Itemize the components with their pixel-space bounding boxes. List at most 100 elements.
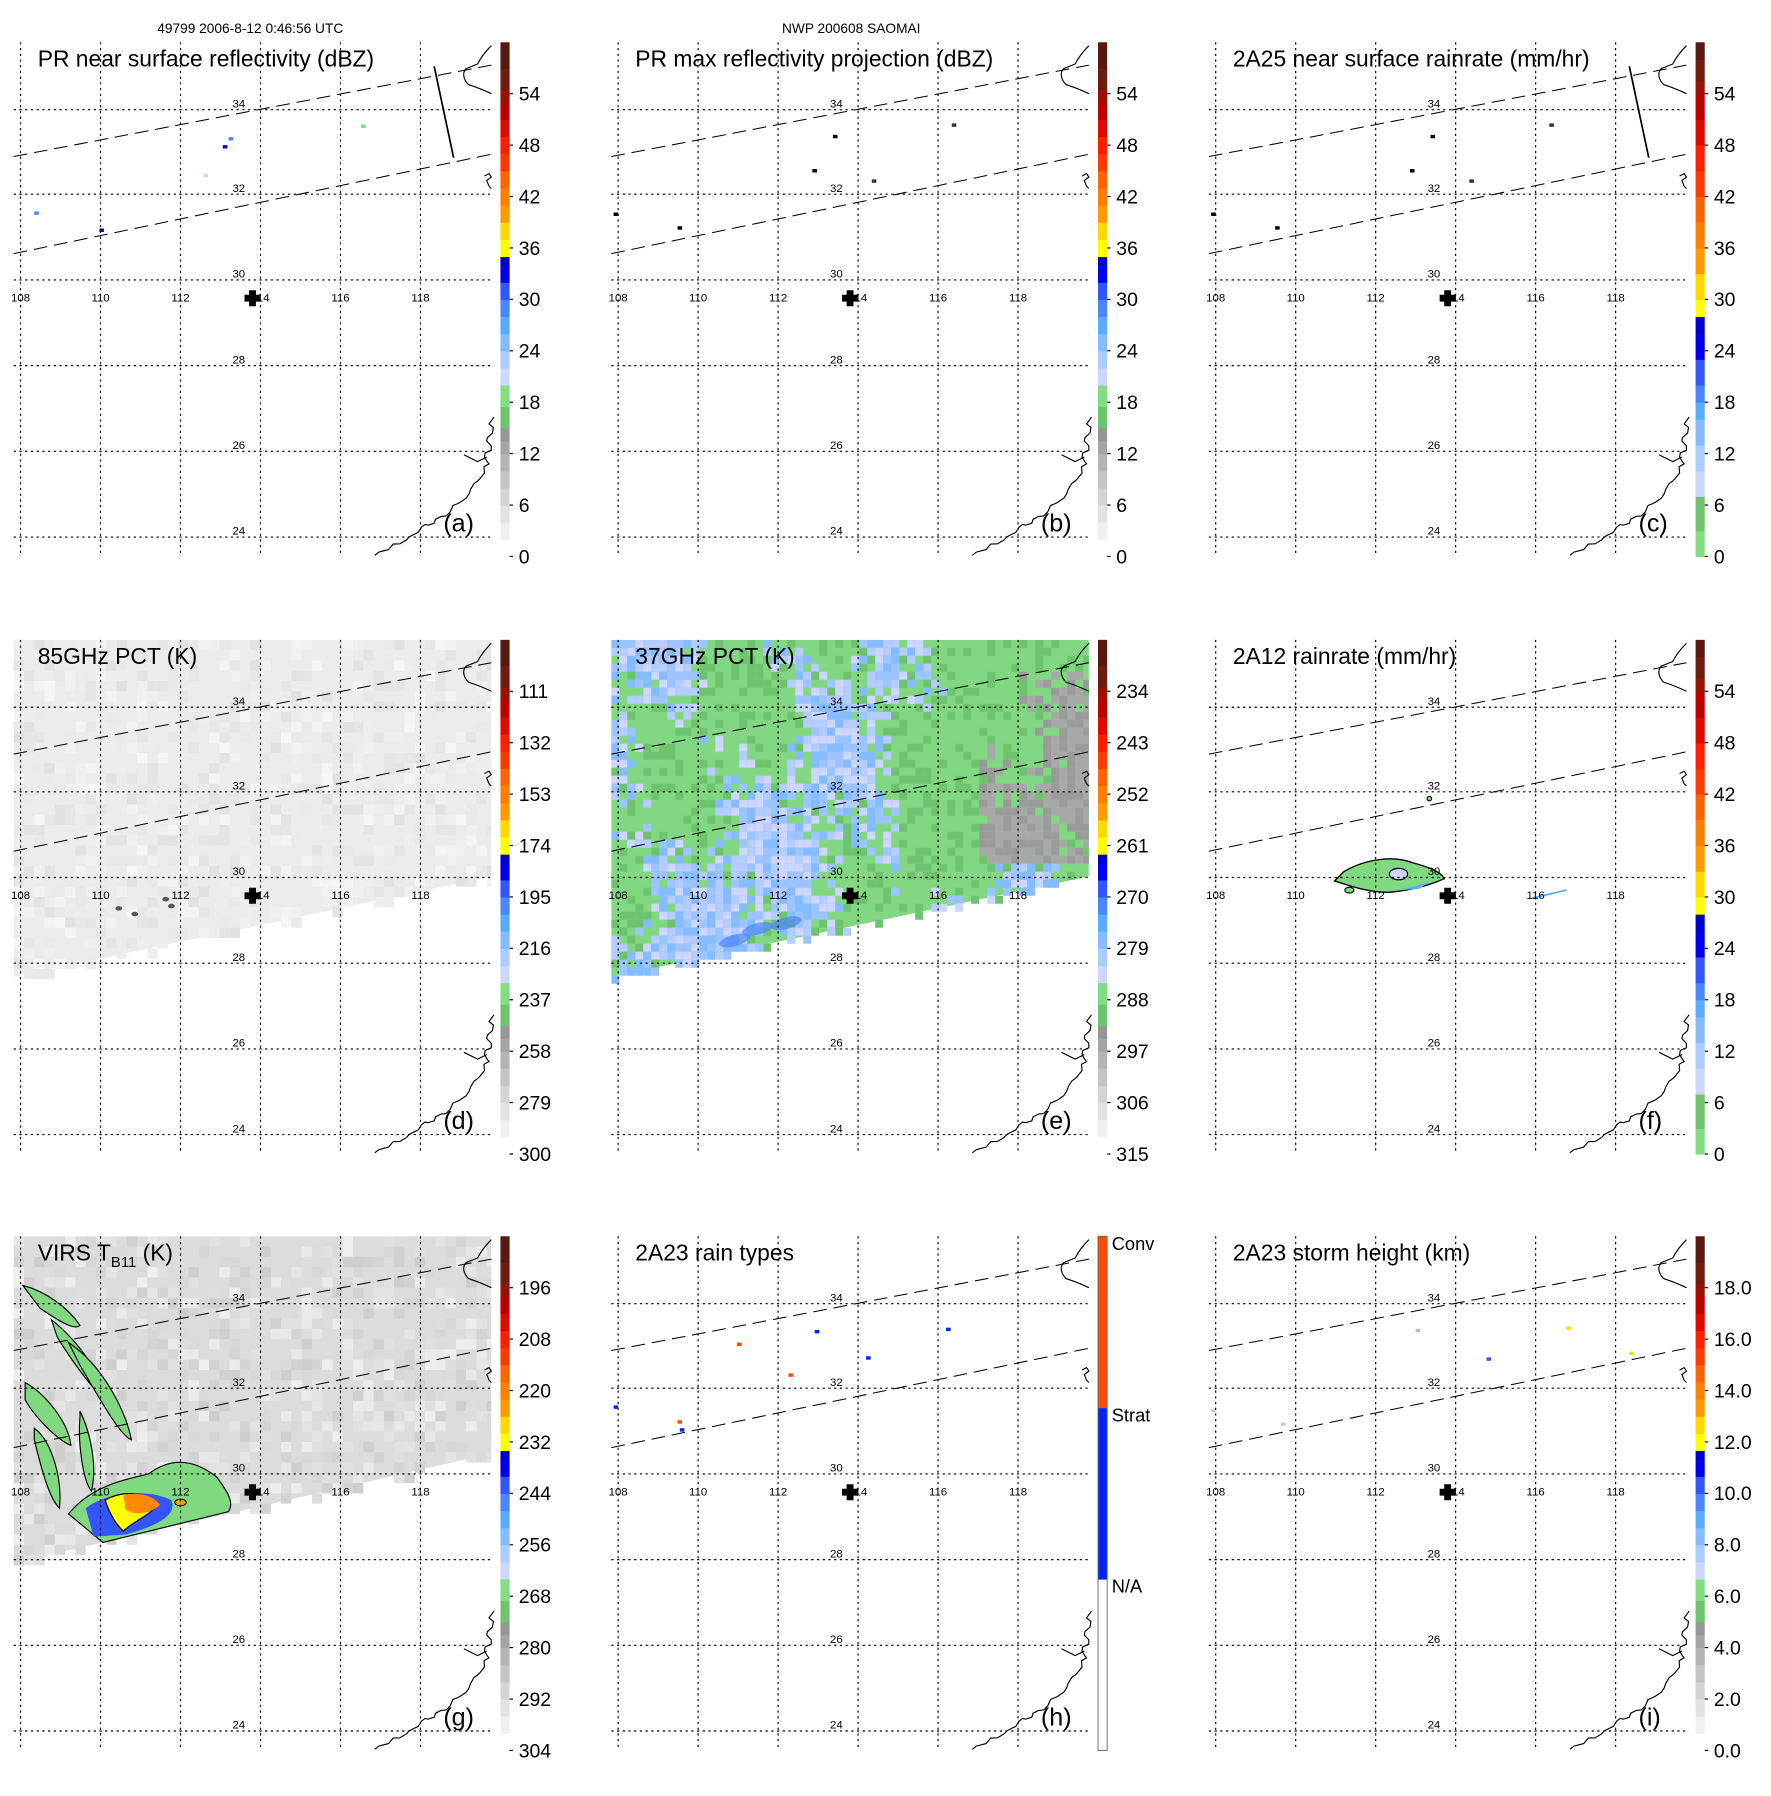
pixel — [755, 815, 764, 824]
pixel — [699, 871, 708, 880]
pixel — [707, 687, 716, 696]
pixel — [54, 783, 66, 794]
colorbar-segment — [500, 1024, 510, 1039]
colorbar-label: 6 — [1714, 1092, 1725, 1114]
pixel — [54, 1441, 66, 1453]
pixel — [270, 834, 282, 845]
pixel — [987, 751, 996, 760]
pixel — [779, 887, 788, 896]
pixel — [1067, 783, 1076, 792]
pixel — [54, 1277, 66, 1288]
colorbar-segment — [500, 836, 510, 855]
pixel — [75, 1256, 86, 1268]
pixel — [771, 847, 780, 856]
pixel — [819, 735, 828, 744]
pixel — [44, 1267, 55, 1278]
pixel — [435, 670, 446, 681]
pixel — [931, 887, 940, 896]
pixel — [1051, 671, 1060, 680]
pixel — [1075, 807, 1084, 816]
pixel — [755, 679, 764, 688]
pixel — [867, 799, 876, 808]
pixel — [332, 1452, 343, 1463]
pixel — [1027, 839, 1036, 848]
map-panel-e: 10811011211411611834323028262437GHz PCT … — [598, 597, 1196, 1193]
pixel — [34, 896, 45, 907]
pixel — [322, 886, 333, 897]
pixel — [683, 943, 692, 952]
pixel — [1043, 831, 1052, 840]
pixel — [126, 1349, 138, 1360]
pixel — [835, 775, 844, 784]
panel-title-subscript: B11 — [111, 1255, 136, 1271]
pixel — [394, 1421, 405, 1432]
colorbar-segment — [500, 102, 510, 120]
pixel — [811, 695, 820, 704]
colorbar-segment — [1695, 1433, 1705, 1452]
pixel — [239, 731, 251, 743]
pixel — [476, 1287, 487, 1298]
pixel — [1083, 759, 1089, 768]
colorbar-segment — [500, 427, 510, 442]
pixel — [85, 1236, 96, 1247]
pixel — [209, 1328, 220, 1340]
pixel — [955, 783, 964, 792]
pixel — [835, 743, 844, 752]
pixel — [747, 871, 756, 880]
coastline — [463, 1051, 487, 1060]
pixel — [715, 799, 724, 808]
precip-pixel — [203, 173, 208, 178]
latitude-label: 28 — [1428, 1548, 1441, 1560]
pixel — [939, 663, 948, 672]
colorbar-segment — [1098, 333, 1108, 352]
pixel — [383, 1380, 395, 1391]
precip-pixel — [946, 1327, 951, 1332]
pixel — [23, 1339, 35, 1350]
pixel — [987, 703, 996, 712]
pixel — [763, 839, 772, 848]
pixel — [811, 927, 820, 936]
colorbar-segment — [1098, 1084, 1108, 1103]
pixel — [611, 775, 620, 784]
colorbar-segment — [500, 42, 510, 69]
pixel — [659, 911, 668, 920]
swath-boundary-line — [611, 64, 1089, 158]
panel-title-text: 85GHz PCT (K) — [38, 642, 198, 668]
colorbar-segment — [1098, 686, 1108, 700]
pixel — [827, 919, 836, 928]
pixel — [44, 772, 55, 784]
pixel — [229, 1277, 240, 1288]
pixel — [44, 1534, 55, 1545]
pixel — [425, 680, 436, 691]
pixel — [363, 1441, 374, 1453]
pixel — [44, 659, 55, 671]
colorbar-label: 153 — [519, 783, 551, 805]
pixel — [979, 831, 988, 840]
pixel — [178, 690, 189, 701]
pixel — [739, 655, 748, 664]
pixel — [867, 751, 876, 760]
pixel — [137, 906, 148, 917]
colorbar-label: 279 — [1116, 938, 1148, 960]
pixel — [667, 751, 676, 760]
pixel — [34, 1513, 45, 1525]
pixel — [301, 1452, 312, 1463]
pixel — [404, 1236, 415, 1247]
colorbar-segment — [1695, 222, 1705, 249]
pixel — [291, 670, 302, 681]
pixel — [691, 959, 700, 968]
pixel — [270, 690, 282, 701]
pixel — [811, 903, 820, 912]
colorbar-segment — [1695, 982, 1705, 1000]
pixel — [787, 847, 796, 856]
pixel — [13, 1503, 24, 1514]
pixel — [95, 1236, 107, 1247]
pixel — [867, 783, 876, 792]
pixel — [659, 671, 668, 680]
pixel — [116, 680, 127, 691]
pixel — [731, 791, 740, 800]
pixel — [34, 886, 45, 897]
pixel — [947, 687, 956, 696]
colorbar-segment — [1098, 367, 1108, 386]
